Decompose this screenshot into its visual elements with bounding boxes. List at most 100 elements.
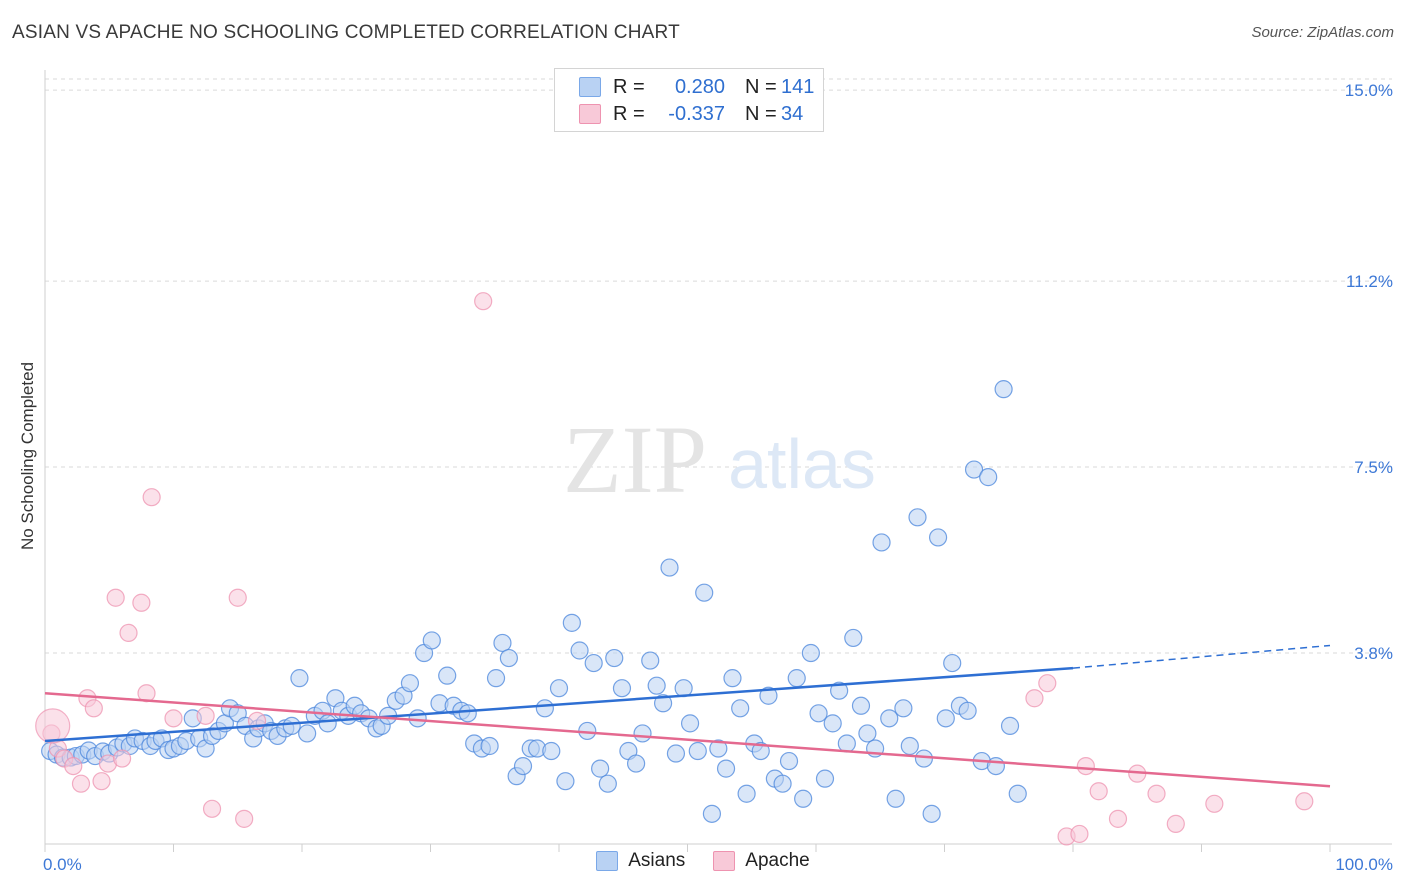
apache-point-28 xyxy=(1108,809,1128,828)
legend-n-label: N = xyxy=(745,75,777,98)
apache-point-25 xyxy=(1070,824,1089,844)
asians-point-109 xyxy=(787,669,806,688)
asians-point-125 xyxy=(900,736,919,756)
asians-point-101 xyxy=(731,699,750,718)
apache-point-15 xyxy=(164,709,183,728)
asians-point-76 xyxy=(556,772,575,791)
apache-point-19 xyxy=(235,809,254,828)
asians-point-37 xyxy=(282,716,301,735)
asians-point-92 xyxy=(666,744,686,763)
asians-point-113 xyxy=(815,769,835,788)
apache-point-4 xyxy=(71,774,91,793)
asians-point-87 xyxy=(633,724,652,743)
asians-point-39 xyxy=(298,724,317,743)
asians-point-96 xyxy=(695,583,714,602)
asians-point-134 xyxy=(964,460,984,479)
asians-point-55 xyxy=(408,709,427,728)
asians-point-105 xyxy=(759,686,778,705)
asians-point-104 xyxy=(751,741,770,761)
asians-point-110 xyxy=(794,789,813,808)
asians-point-116 xyxy=(837,734,856,753)
asians-point-102 xyxy=(737,784,756,803)
asians-point-38 xyxy=(290,669,309,688)
asians-point-59 xyxy=(438,666,457,685)
apache-point-6 xyxy=(84,699,103,718)
asians-point-98 xyxy=(709,739,728,758)
series-legend-apache[interactable]: Apache xyxy=(713,850,810,872)
asians-point-115 xyxy=(830,681,849,700)
asians-point-128 xyxy=(922,804,941,823)
apache-point-7 xyxy=(92,772,111,791)
apache-point-18 xyxy=(228,588,247,607)
asians-point-84 xyxy=(612,679,632,698)
asians-point-129 xyxy=(928,528,948,547)
apache-point-14 xyxy=(142,488,161,507)
series-label-apache: Apache xyxy=(745,850,810,871)
asians-point-111 xyxy=(801,643,820,663)
asians-point-136 xyxy=(979,468,998,487)
apache-point-16 xyxy=(196,706,215,725)
watermark-atlas: atlas xyxy=(728,425,876,503)
asians-point-139 xyxy=(1000,716,1020,735)
asians-point-57 xyxy=(422,631,441,650)
asians-point-124 xyxy=(894,699,913,718)
asians-point-94 xyxy=(680,714,700,733)
asians-point-82 xyxy=(598,774,617,793)
trend-lines xyxy=(44,644,1331,788)
asians-point-131 xyxy=(943,653,962,673)
grid-lines xyxy=(45,78,1392,654)
watermark-zip: ZIP xyxy=(563,406,707,513)
asians-point-123 xyxy=(886,789,905,808)
asians-point-54 xyxy=(400,674,420,693)
asians-point-121 xyxy=(872,533,891,552)
asians-point-127 xyxy=(914,749,934,768)
legend-r-label: R = xyxy=(613,102,645,125)
apache-point-10 xyxy=(112,749,132,768)
asians-point-75 xyxy=(549,679,569,698)
apache-point-27 xyxy=(1089,782,1108,801)
asians-point-118 xyxy=(851,696,871,715)
asians-point-114 xyxy=(823,714,842,733)
apache-point-large xyxy=(35,708,71,744)
legend-r-label: R = xyxy=(613,75,645,98)
asians-point-107 xyxy=(773,774,792,793)
asians-point-68 xyxy=(499,648,518,668)
legend-n-label: N = xyxy=(745,102,777,125)
apache-point-23 xyxy=(1038,674,1057,693)
asians-point-117 xyxy=(844,628,863,648)
asians-point-138 xyxy=(994,380,1013,399)
asians-point-100 xyxy=(723,669,742,688)
series-swatch-asians xyxy=(596,851,619,871)
apache-point-21 xyxy=(474,292,493,311)
chart-title: ASIAN VS APACHE NO SCHOOLING COMPLETED C… xyxy=(12,22,680,43)
apache-point-11 xyxy=(119,623,138,643)
asians-point-91 xyxy=(660,558,679,577)
y-tick-label-2: 11.2% xyxy=(1346,272,1393,291)
series-legend-asians[interactable]: Asians xyxy=(596,850,685,872)
series-legend: Asians Apache xyxy=(0,850,1406,872)
asians-point-83 xyxy=(605,648,624,668)
y-tick-label-1: 7.5% xyxy=(1354,458,1393,477)
asians-point-90 xyxy=(653,694,673,713)
asians-point-122 xyxy=(880,709,899,728)
apache-point-3 xyxy=(64,756,83,776)
legend-n-value: 34 xyxy=(781,102,804,125)
asians-point-112 xyxy=(809,704,828,723)
asians-point-74 xyxy=(542,741,561,761)
asians-point-80 xyxy=(584,653,603,673)
asians-point-108 xyxy=(779,751,799,771)
apache-point-22 xyxy=(1025,689,1044,708)
asians-point-88 xyxy=(641,651,660,670)
apache-point-9 xyxy=(106,588,125,607)
asians-point-86 xyxy=(626,754,646,773)
apache-point-26 xyxy=(1076,756,1095,776)
legend-r-value: -0.337 xyxy=(668,102,725,125)
correlation-legend: R = 0.280 N = 141 R = -0.337 N = 34 xyxy=(554,68,824,132)
asians-point-78 xyxy=(570,641,589,660)
apache-point-32 xyxy=(1205,794,1224,813)
asians-point-97 xyxy=(702,804,722,823)
y-tick-label-3: 15.0% xyxy=(1345,81,1393,100)
apache-point-30 xyxy=(1147,784,1166,803)
apache-point-17 xyxy=(202,799,222,818)
data-points xyxy=(35,292,1314,846)
